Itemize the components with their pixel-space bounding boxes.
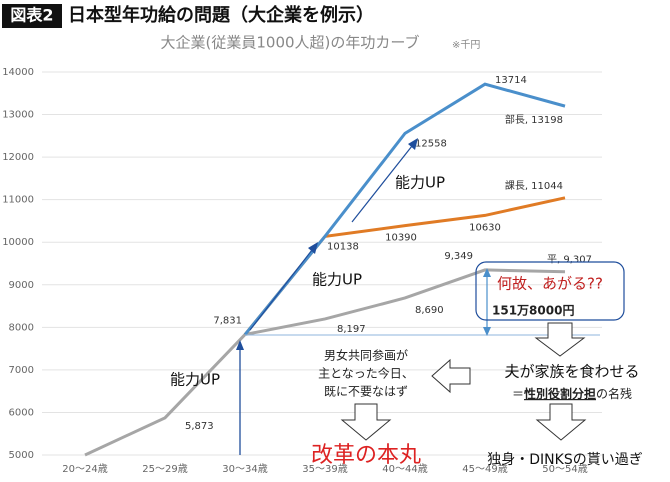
value-label: 12558 [415,138,447,149]
left-arrow [431,358,471,394]
annotation: 151万8000円 [492,304,574,318]
down-arrow [534,322,586,357]
value-label: 9,349 [444,251,473,262]
value-label: 8,197 [337,324,366,335]
badge: 図表2 [10,6,53,25]
x-tick-label: 20〜24歳 [62,463,107,475]
y-tick-label: 12000 [2,152,34,163]
annotation: 能力UP [170,371,220,389]
value-label: 課長, 11044 [505,179,563,192]
arrow-head [236,340,244,350]
arrow [249,249,313,331]
page-title: 日本型年功給の問題（大企業を例示） [68,4,374,26]
value-label: 部長, 13198 [505,113,563,126]
y-tick-label: 14000 [2,67,34,78]
y-tick-label: 8000 [9,322,34,333]
value-label: 平, 9,307 [547,255,592,266]
annotation-part: の名残 [596,386,632,401]
annotation: 改革の本丸 [311,443,421,468]
annotation: 何故、あがる?? [497,275,603,293]
y-tick-label: 9000 [9,280,34,291]
y-tick-label: 10000 [2,237,34,248]
line-series [243,82,566,336]
value-label: 10138 [327,241,359,252]
value-label: 10630 [469,222,501,233]
y-tick-label: 6000 [9,407,34,418]
value-label: 10390 [385,233,417,244]
annotation: 既に不要なはず [324,385,408,399]
annotations: 能力UP 能力UP 能力UP 何故、あがる?? 151万8000円 男女共同参画… [170,138,643,468]
unit-note: ※千円 [452,39,480,51]
y-tick-label: 5000 [9,450,34,461]
y-tick-label: 11000 [2,195,34,206]
value-label: 7,831 [213,316,242,327]
arrow-head [308,242,318,254]
x-tick-label: 50〜54歳 [542,463,587,475]
annotation: ＝性別役割分担の名残 [512,386,632,401]
annotation: 能力UP [395,174,445,192]
down-arrow [340,403,392,441]
x-tick-label: 45〜49歳 [462,463,507,475]
x-tick-label: 40〜44歳 [382,463,427,475]
annotation: 主となった今日、 [318,366,414,381]
chart-title: 大企業(従業員1000人超)の年功カーブ [161,34,420,52]
arrow-head [408,138,418,150]
arrow [351,145,413,223]
plot: 5000 6000 7000 8000 9000 10000 11000 12000 13000… [2,67,602,475]
x-tick-label: 25〜29歳 [142,463,187,475]
y-tick-label: 13000 [2,110,34,121]
x-tick-label: 30〜34歳 [222,463,267,475]
annotation: 夫が家族を食わせる [504,363,639,381]
y-tick-label: 7000 [9,365,34,376]
value-label: 8,690 [415,305,444,316]
arrow-head [483,327,491,336]
line-series [84,268,566,457]
arrow-head [483,268,491,277]
down-arrow [535,403,587,441]
x-tick-label: 35〜39歳 [302,463,347,475]
value-label: 5,873 [185,421,214,432]
value-label: 13714 [495,75,527,86]
annotation-part: ＝ [512,387,524,401]
annotation-part: 性別役割分担 [523,386,596,401]
badge-bg [2,4,62,28]
annotation: 男女共同参画が [324,348,408,363]
callout-box [475,261,625,321]
annotation: 独身・DINKSの貰い過ぎ [487,452,642,468]
annotation: 能力UP [312,271,362,289]
